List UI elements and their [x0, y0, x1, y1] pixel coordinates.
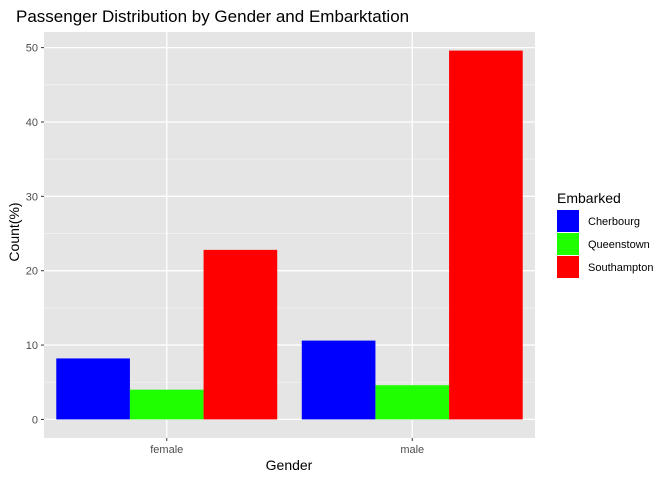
bar-southampton-male [449, 50, 523, 420]
legend-label-southampton: Southampton [588, 262, 653, 274]
legend: Embarked Cherbourg Queenstown Southampton [557, 190, 653, 278]
y-axis-title: Count(%) [6, 202, 22, 261]
y-tick-label: 40 [26, 117, 38, 129]
y-tick-label: 50 [26, 43, 38, 55]
legend-label-queenstown: Queenstown [588, 239, 650, 251]
legend-title: Embarked [557, 190, 621, 206]
bar-cherbourg-female [56, 358, 130, 420]
bar-southampton-female [203, 249, 278, 420]
bar-cherbourg-male [301, 340, 376, 420]
legend-key-southampton [557, 256, 579, 278]
y-tick-label: 20 [26, 266, 38, 278]
legend-key-cherbourg [557, 210, 579, 232]
plot-panel: 0 10 20 30 40 50 female male [26, 32, 535, 456]
x-tick-label: female [150, 444, 183, 456]
y-tick-label: 0 [32, 414, 38, 426]
x-axis-title: Gender [266, 457, 313, 473]
y-tick-label: 30 [26, 191, 38, 203]
y-tick-label: 10 [26, 340, 38, 352]
legend-key-queenstown [557, 233, 579, 255]
bar-queenstown-female [129, 389, 204, 420]
chart-title: Passenger Distribution by Gender and Emb… [16, 7, 409, 26]
bar-queenstown-male [375, 385, 450, 420]
x-tick-label: male [400, 444, 424, 456]
legend-label-cherbourg: Cherbourg [588, 216, 640, 228]
